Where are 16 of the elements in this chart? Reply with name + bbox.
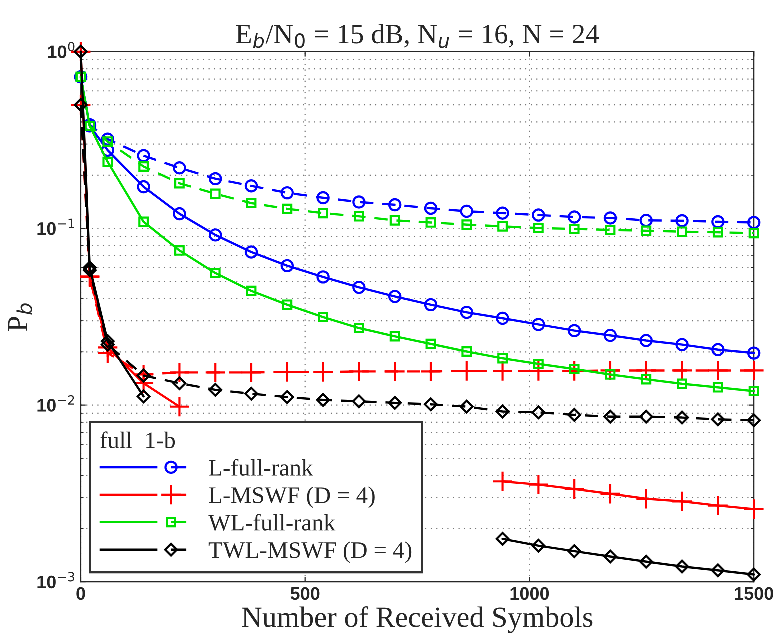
legend-label: L-MSWF (D = 4) [209,486,375,508]
y-tick-label: 10$^{−2}$ [38,395,74,412]
x-axis-title: Number of Received Symbols [242,606,593,634]
legend-label: WL-full-rank [208,514,336,532]
y-tick-label: 10$^{−1}$ [38,218,74,236]
y-tick-label: 10$^{0}$ [48,42,75,59]
legend-title: full 1-b [100,432,176,449]
x-tick-label: 500 [290,587,320,600]
y-axis-title: P$_{b}$ [8,304,33,332]
x-tick-label: 1500 [735,587,774,600]
legend-label: L-full-rank [209,459,314,476]
chart-title: E$_{b}$/N$_{0}$ = 15 dB, N$_{u}$ = 16, N = 24 [236,24,600,48]
x-tick-label: 0 [76,587,86,600]
legend-label: TWL-MSWF (D = 4) [208,542,412,564]
x-tick-label: 1000 [510,587,550,600]
y-tick-label: 10$^{−3}$ [38,572,74,589]
